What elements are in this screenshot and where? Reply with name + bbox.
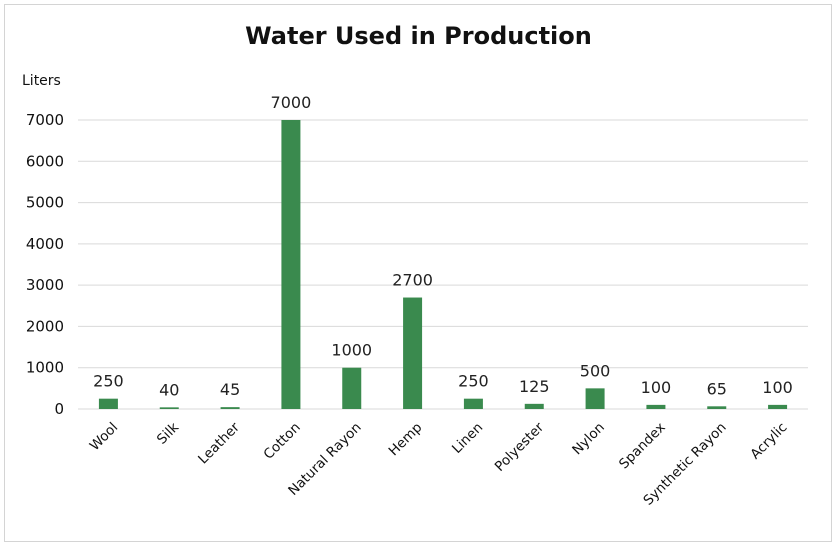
bar — [768, 404, 788, 409]
data-label: 125 — [519, 377, 550, 396]
x-tick-label: Wool — [87, 420, 122, 455]
y-tick-label: 1000 — [26, 359, 64, 377]
y-tick-label: 0 — [54, 400, 64, 418]
x-tick-label: Linen — [449, 420, 486, 457]
x-tick-label: Acrylic — [747, 420, 790, 463]
y-axis-ticks: 0 1000 2000 3000 4000 5000 6000 7000 — [26, 111, 64, 418]
x-tick-label: Nylon — [569, 420, 608, 459]
x-tick-label: Cotton — [261, 420, 304, 463]
bar — [220, 407, 240, 409]
data-label: 100 — [641, 378, 672, 397]
y-tick-label: 2000 — [26, 317, 64, 335]
chart-title: Water Used in Production — [245, 22, 592, 50]
bar — [524, 403, 544, 409]
x-tick-label: Spandex — [616, 420, 669, 473]
x-tick-label: Silk — [154, 419, 182, 447]
bar — [281, 120, 301, 409]
y-tick-label: 3000 — [26, 276, 64, 294]
data-label: 1000 — [331, 341, 372, 360]
gridlines — [78, 119, 808, 410]
bar — [463, 398, 483, 409]
x-tick-label: Leather — [195, 419, 243, 467]
y-tick-label: 4000 — [26, 235, 64, 253]
x-tick-label: Hemp — [386, 420, 426, 460]
data-label: 250 — [93, 372, 124, 391]
y-axis-unit-label: Liters — [22, 73, 61, 89]
data-label: 2700 — [392, 271, 433, 290]
y-tick-label: 5000 — [26, 194, 64, 212]
data-label: 250 — [458, 372, 489, 391]
x-tick-label: Polyester — [492, 419, 548, 475]
chart-frame — [4, 4, 832, 542]
data-labels: 250 40 45 7000 1000 2700 250 125 500 100 65 100 — [93, 93, 793, 399]
bar — [98, 398, 118, 409]
bar — [159, 407, 179, 409]
bars — [98, 120, 788, 409]
y-tick-label: 6000 — [26, 152, 64, 170]
bar — [585, 388, 605, 409]
bar — [707, 406, 727, 409]
data-label: 40 — [159, 380, 179, 399]
data-label: 65 — [707, 379, 727, 398]
bar — [342, 367, 362, 409]
y-tick-label: 7000 — [26, 111, 64, 129]
data-label: 45 — [220, 380, 240, 399]
data-label: 100 — [762, 378, 793, 397]
data-label: 500 — [580, 361, 611, 380]
bar — [403, 297, 423, 409]
data-label: 7000 — [271, 93, 312, 112]
bar — [646, 404, 666, 409]
